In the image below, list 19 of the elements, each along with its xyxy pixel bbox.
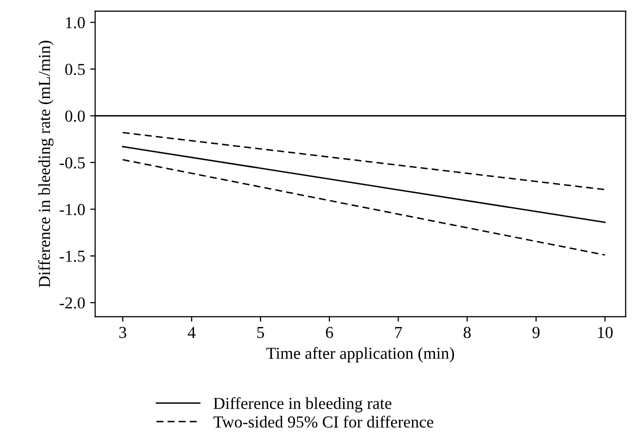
x-axis-title: Time after application (min): [266, 347, 454, 362]
y-axis-title: Difference in bleeding rate (mL/min): [38, 40, 54, 288]
x-tick-label: 5: [257, 327, 264, 338]
x-tick-label: 7: [395, 327, 402, 338]
y-tick-label: -1.0: [60, 204, 85, 216]
y-tick-label: -2.0: [60, 297, 85, 309]
y-tick-label: -0.5: [60, 157, 85, 169]
x-tick-label: 8: [464, 326, 471, 338]
y-tick-label: 0.0: [65, 110, 85, 122]
x-tick-label: 6: [326, 326, 334, 338]
x-tick-label: 3: [119, 326, 126, 338]
y-tick-label: 0.5: [65, 64, 85, 76]
x-tick-label: 10: [598, 326, 613, 338]
y-tick-label: 1.0: [66, 17, 85, 28]
x-tick-label: 4: [188, 326, 196, 338]
x-tick-label: 9: [532, 326, 540, 338]
legend-label: Difference in bleeding rate: [214, 397, 392, 412]
y-tick-label: -1.5: [60, 250, 85, 262]
legend-label: Two-sided 95% CI for difference: [213, 416, 434, 428]
